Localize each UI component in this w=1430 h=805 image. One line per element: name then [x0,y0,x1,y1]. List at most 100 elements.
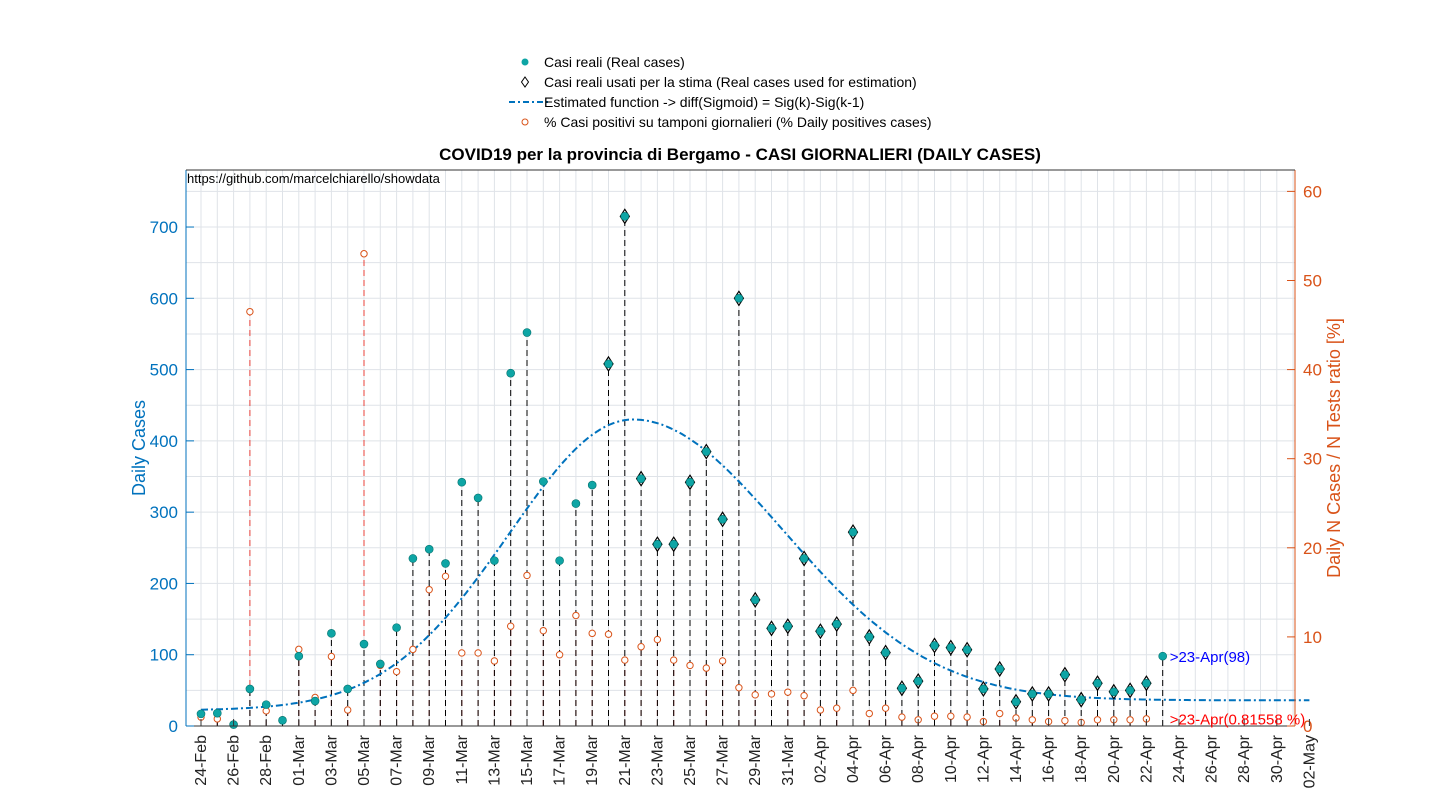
case-point [196,709,206,719]
y-tick-label-left: 500 [150,361,178,380]
case-point [261,700,271,709]
pct-point [555,651,564,659]
y-tick-label-right: 10 [1303,628,1322,647]
pct-point [800,692,808,700]
case-point [979,684,988,694]
case-point [327,629,336,638]
pct-point [865,709,873,718]
pct-point [360,250,368,258]
y-axis-label-right: Daily N Cases / N Tests ratio [%] [1324,318,1344,578]
legend: Casi reali (Real cases) Casi reali usati … [509,54,931,130]
legend-swatch-open-circle [521,118,529,126]
case-point [962,645,972,655]
x-tick-label: 26-Apr [1204,734,1221,783]
case-point [767,624,776,633]
x-tick-label: 13-Mar [486,734,503,785]
case-point [490,556,499,565]
x-tick-label: 30-Apr [1269,734,1286,783]
case-point [522,328,532,337]
pct-point [409,645,417,654]
pct-point [767,690,776,698]
y-tick-label-left: 700 [150,218,178,237]
pct-point [458,649,466,657]
pct-point [833,704,841,712]
y-ticks-left: 0 100 200 300 400 500 600 700 [150,218,194,736]
pct-point [441,572,450,581]
pct-point [621,656,629,664]
x-tick-label: 07-Mar [389,734,406,785]
x-tick-label: 24-Feb [193,735,210,786]
case-point [946,643,956,652]
pct-point [947,712,955,720]
x-tick-label: 05-Mar [356,734,373,785]
x-ticks: 24-Feb 26-Feb 28-Feb 01-Mar 03-Mar 05-Mar 07-M… [193,719,1318,788]
case-point [913,676,923,686]
case-point [783,621,793,631]
case-point [1142,678,1151,688]
x-tick-label: 10-Apr [943,734,960,783]
legend-label: Casi reali usati per la stima (Real case… [544,74,917,90]
pct-point [996,709,1004,718]
x-tick-label: 02-Apr [812,734,829,783]
case-point [1028,689,1037,699]
x-tick-label: 31-Mar [780,734,797,785]
pct-point [898,713,906,721]
case-point [1011,697,1021,707]
x-tick-label: 06-Apr [878,734,895,783]
case-point [734,294,744,303]
annotation-label: >23-Apr(98) [1170,649,1250,666]
case-point [408,554,418,563]
y-tick-label-right: 40 [1303,361,1322,380]
case-point [392,623,401,632]
x-tick-label: 11-Mar [454,734,471,784]
pct-point [816,706,825,714]
x-tick-label: 23-Mar [649,734,666,785]
annotation-label: >23-Apr(0.81558 %) [1170,712,1306,729]
x-tick-label: 29-Mar [747,734,764,785]
pct-point [246,307,254,316]
x-tick-label: 15-Mar [519,734,536,785]
case-point [555,556,564,565]
case-point [343,684,353,694]
case-point [995,664,1005,674]
case-point [278,715,287,725]
x-tick-label: 16-Apr [1041,734,1058,783]
case-point [799,554,809,563]
x-tick-label: 04-Apr [845,734,862,783]
pct-point [718,657,727,665]
x-tick-label: 12-Apr [975,734,992,783]
estimated-curve [200,418,1310,711]
pct-point [1093,716,1102,724]
x-tick-label: 01-Mar [291,734,308,785]
y-tick-label-right: 30 [1303,450,1322,469]
pct-point [735,683,743,692]
pct-point [702,664,710,672]
case-point [1044,689,1053,699]
pct-point [881,704,890,712]
case-point [653,539,662,549]
y-axis-label-left: Daily Cases [129,400,149,496]
case-point [881,648,890,657]
pct-point [963,713,971,721]
legend-swatch-diamond [520,76,530,88]
case-point [359,639,369,649]
case-point [213,708,222,718]
x-tick-label: 08-Apr [910,734,927,783]
pct-point [653,635,662,644]
x-tick-label: 28-Apr [1236,734,1253,783]
legend-swatch-circle [521,58,529,66]
x-tick-label: 24-Apr [1171,734,1188,783]
pct-point [751,691,759,699]
pct-point [572,611,580,620]
case-point [424,544,434,554]
pct-point [539,626,547,635]
case-point [245,684,255,694]
plot-area [186,170,1295,726]
pct-point [523,571,531,580]
x-tick-label: 27-Mar [715,734,732,785]
pct-point [930,712,939,720]
case-point [685,477,695,487]
pct-markers [197,250,1151,728]
pct-point [425,585,433,594]
